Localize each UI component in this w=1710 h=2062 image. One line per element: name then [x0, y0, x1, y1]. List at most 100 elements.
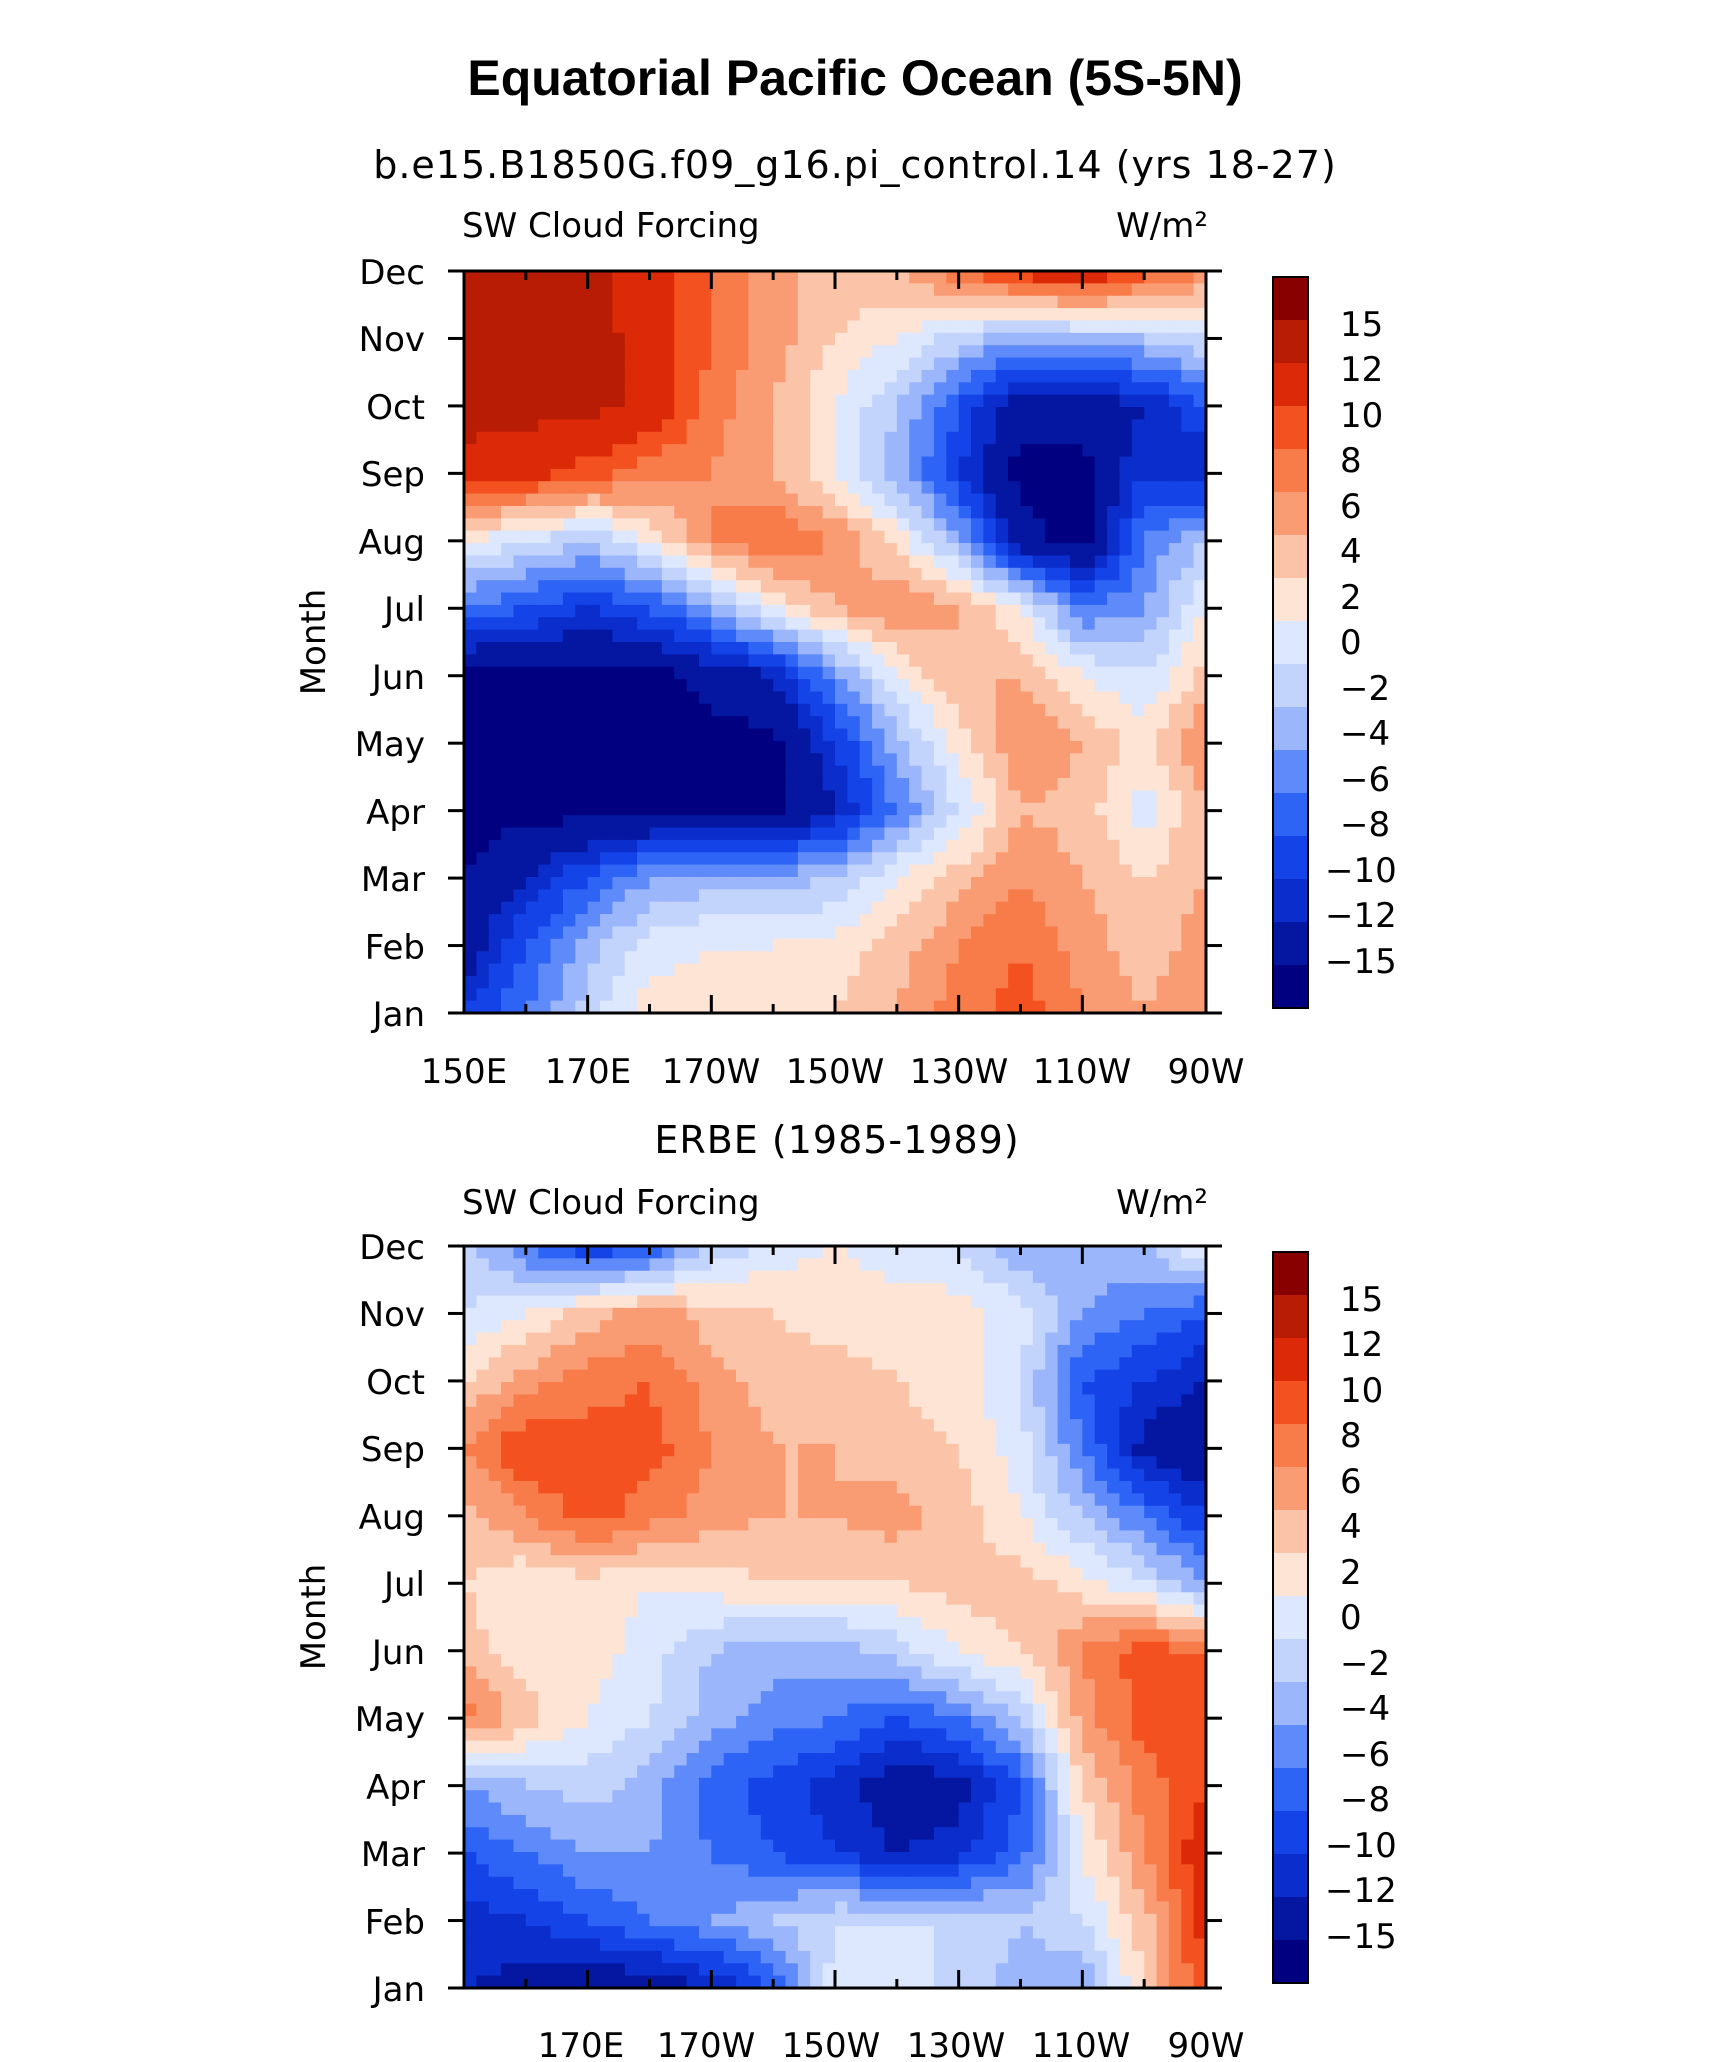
panel-2-heatmap-cell	[686, 1963, 700, 1977]
panel-1-heatmap-cell	[1082, 493, 1096, 507]
panel-2-heatmap-cell	[562, 1344, 576, 1358]
panel-1-heatmap-cell	[921, 864, 935, 878]
panel-1-heatmap-cell	[600, 740, 613, 754]
panel-1-heatmap-cell	[958, 444, 972, 458]
panel-2-heatmap-cell	[525, 1777, 539, 1791]
panel-1-heatmap-cell	[1020, 815, 1034, 829]
panel-1-heatmap-cell	[1181, 283, 1195, 297]
panel-1-heatmap-cell	[1119, 407, 1133, 420]
panel-1-heatmap-cell	[649, 382, 663, 396]
panel-2-heatmap-cell	[538, 1913, 552, 1927]
panel-1-heatmap-cell	[933, 802, 947, 816]
panel-1-heatmap-cell	[760, 889, 774, 903]
panel-1-heatmap-cell	[513, 543, 527, 557]
panel-1-heatmap-cell	[525, 592, 539, 606]
panel-1-heatmap-cell	[971, 629, 984, 643]
panel-1-heatmap-cell	[464, 629, 477, 643]
panel-1-heatmap-cell	[983, 271, 997, 284]
panel-1-heatmap-cell	[847, 283, 861, 297]
panel-2-heatmap-cell	[624, 1864, 638, 1878]
panel-1-heatmap-cell	[748, 345, 762, 359]
panel-1-heatmap-cell	[674, 876, 688, 890]
panel-1-heatmap-cell	[946, 369, 960, 383]
panel-1-heatmap-cell	[612, 876, 626, 890]
panel-2-heatmap-cell	[550, 1332, 564, 1346]
panel-1-heatmap-cell	[488, 320, 502, 334]
panel-1-heatmap-cell	[698, 654, 712, 668]
panel-1-heatmap-cell	[600, 369, 613, 383]
panel-1-heatmap-cell	[748, 332, 762, 346]
panel-1-heatmap-cell	[686, 592, 700, 606]
panel-2-heatmap-cell	[637, 1283, 651, 1297]
panel-1-heatmap-cell	[1057, 617, 1071, 631]
panel-1-heatmap-cell	[624, 308, 638, 322]
panel-1-heatmap-cell	[1020, 654, 1034, 668]
panel-1-heatmap-cell	[698, 703, 712, 717]
panel-1-heatmap-cell	[550, 901, 564, 915]
panel-1-heatmap-cell	[612, 617, 626, 631]
panel-1-heatmap-cell	[785, 580, 799, 594]
panel-1-heatmap-cell	[736, 567, 750, 581]
panel-1-heatmap-cell	[649, 505, 663, 519]
panel-1-heatmap-cell	[624, 518, 638, 532]
panel-1-heatmap-cell	[1020, 629, 1034, 643]
panel-1-heatmap-cell	[1020, 543, 1034, 557]
panel-2-heatmap-cell	[661, 1258, 675, 1272]
panel-1-heatmap-cell	[822, 345, 836, 359]
panel-2-heatmap-cell	[674, 1493, 688, 1507]
panel-1-heatmap-cell	[1020, 901, 1034, 915]
panel-2-heatmap-cell	[698, 1579, 712, 1593]
panel-1-heatmap-cell	[513, 914, 527, 928]
panel-1-heatmap-cell	[562, 431, 576, 445]
panel-2-heatmap-cell	[525, 1901, 539, 1915]
panel-1-heatmap-cell	[736, 765, 750, 779]
panel-1-heatmap-cell	[933, 988, 947, 1002]
panel-1-heatmap-cell	[797, 369, 811, 383]
panel-1-heatmap-cell	[661, 864, 675, 878]
panel-1-heatmap-cell	[587, 617, 601, 631]
panel-1-heatmap-cell	[773, 382, 787, 396]
panel-1-cb-label: 15	[1340, 305, 1383, 345]
panel-2-heatmap-cell	[550, 1419, 564, 1433]
panel-1-heatmap-cell	[736, 975, 750, 989]
panel-1-heatmap-cell	[1045, 320, 1059, 334]
panel-2-heatmap-cell	[661, 1592, 675, 1606]
panel-1-heatmap-cell	[1144, 431, 1158, 445]
panel-1-heatmap-cell	[958, 864, 972, 878]
panel-2-heatmap-cell	[550, 1938, 564, 1952]
panel-1-heatmap-cell	[464, 332, 477, 346]
panel-2-heatmap-cell	[686, 1654, 700, 1668]
panel-1-heatmap-cell	[698, 951, 712, 965]
panel-1-heatmap-cell	[1107, 357, 1121, 371]
panel-1-heatmap-cell	[624, 580, 638, 594]
panel-2-heatmap-cell	[538, 1641, 552, 1655]
panel-2-heatmap-cell	[674, 1555, 688, 1569]
panel-1-heatmap-cell	[810, 753, 824, 767]
panel-2-heatmap-cell	[612, 1753, 626, 1766]
panel-1-heatmap-cell	[785, 308, 799, 322]
panel-1-heatmap-cell	[896, 382, 910, 396]
panel-2-heatmap-cell	[488, 1246, 502, 1259]
panel-1-heatmap-cell	[1107, 617, 1121, 631]
panel-1-heatmap-cell	[562, 419, 576, 433]
panel-2-heatmap-cell	[686, 1332, 700, 1346]
panel-1-heatmap-cell	[785, 963, 799, 977]
panel-2-heatmap-cell	[587, 1666, 601, 1680]
panel-1-heatmap-cell	[859, 505, 873, 519]
panel-1-heatmap-cell	[933, 555, 947, 569]
panel-1-heatmap-cell	[785, 493, 799, 507]
panel-1-heatmap-cell	[488, 493, 502, 507]
panel-1-heatmap-cell	[1156, 419, 1170, 433]
panel-1-heatmap-cell	[674, 283, 688, 297]
panel-1-heatmap-cell	[624, 567, 638, 581]
panel-1-heatmap-cell	[538, 926, 552, 940]
panel-2-heatmap-cell	[637, 1715, 651, 1729]
panel-2-heatmap-cell	[612, 1889, 626, 1903]
panel-1-heatmap-cell	[1032, 963, 1046, 977]
panel-1-heatmap-cell	[624, 642, 638, 655]
panel-1-heatmap-cell	[1020, 864, 1034, 878]
panel-1-heatmap-cell	[933, 407, 947, 420]
panel-1-heatmap-cell	[995, 604, 1009, 618]
panel-2-heatmap-cell	[575, 1740, 589, 1754]
panel-1-heatmap-cell	[525, 629, 539, 643]
